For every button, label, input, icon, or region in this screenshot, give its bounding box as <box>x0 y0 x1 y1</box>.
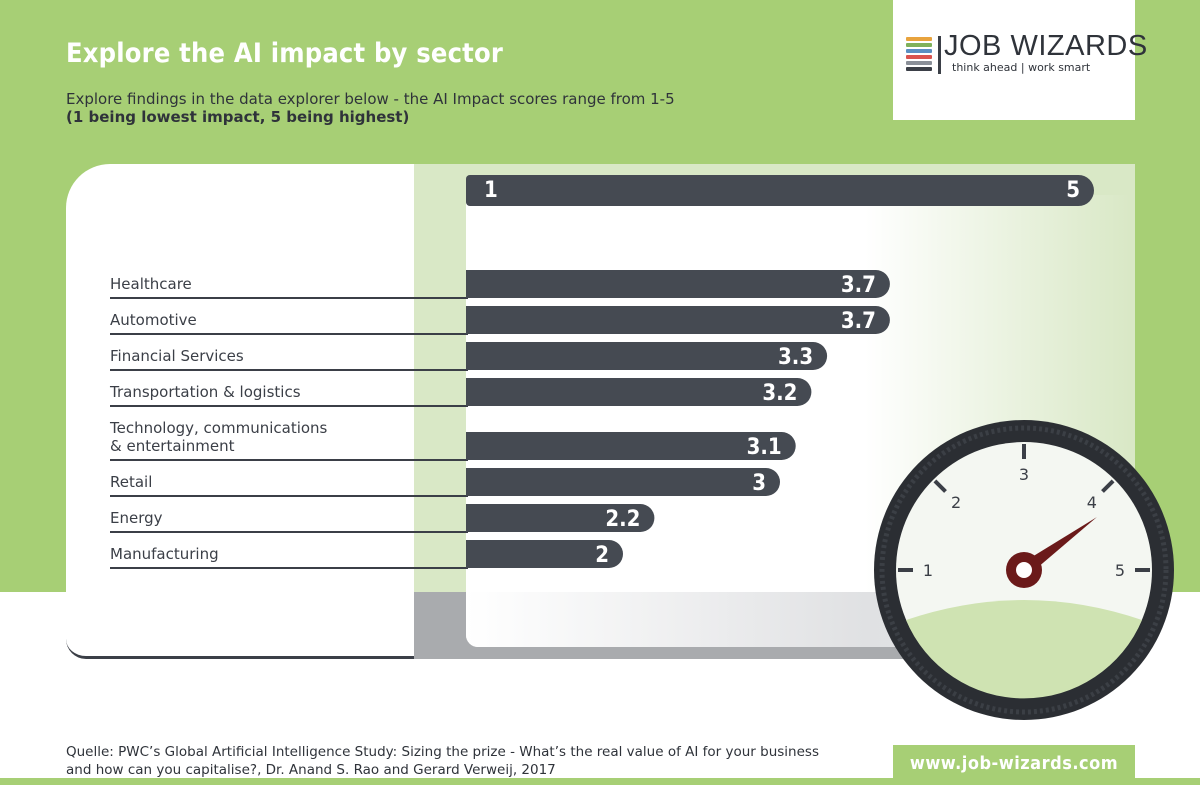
scale-min-label: 1 <box>484 178 498 203</box>
bar-base <box>466 270 482 298</box>
bar-base <box>466 378 482 406</box>
logo-stripe <box>906 49 932 53</box>
category-label: & entertainment <box>110 437 235 455</box>
page-title: Explore the AI impact by sector <box>66 38 504 69</box>
gauge-number: 3 <box>1019 465 1029 484</box>
bar <box>466 306 890 334</box>
value-label: 2 <box>595 543 609 568</box>
gauge-rim-texture <box>879 425 1169 715</box>
logo-stripe <box>906 55 932 59</box>
gauge-number: 1 <box>923 561 933 580</box>
gauge-lower-fill <box>906 600 1142 699</box>
subtitle-note: (1 being lowest impact, 5 being highest) <box>66 108 410 126</box>
logo-box <box>893 0 1135 120</box>
logo-stripe <box>906 43 932 47</box>
bar-base <box>466 540 482 568</box>
scale-bar: 1 5 <box>466 175 1094 206</box>
category-label: Financial Services <box>110 347 244 365</box>
bar <box>466 540 623 568</box>
category-panel <box>66 164 414 659</box>
bar-base <box>466 306 482 334</box>
bar <box>466 342 828 370</box>
value-label: 3.1 <box>747 435 782 460</box>
scale-max-label: 5 <box>1066 178 1080 203</box>
bar <box>466 270 890 298</box>
gauge-hub-center <box>1016 562 1032 578</box>
logo-stripe <box>906 61 932 65</box>
value-label: 2.2 <box>605 507 640 532</box>
bar-base <box>466 468 482 496</box>
source-line-2: and how can you capitalise?, Dr. Anand S… <box>66 762 556 778</box>
category-label: Energy <box>110 509 163 527</box>
logo-stripe <box>906 37 932 41</box>
gauge-tick <box>933 479 947 493</box>
logo-divider <box>938 36 941 74</box>
bar <box>466 378 812 406</box>
category-label: Manufacturing <box>110 545 219 563</box>
bar-base <box>466 504 482 532</box>
value-label: 3 <box>752 471 766 496</box>
source-line-1: Quelle: PWC’s Global Artificial Intellig… <box>66 744 819 760</box>
gauge-number: 5 <box>1115 561 1125 580</box>
logo-tagline: think ahead | work smart <box>952 61 1091 74</box>
category-label: Transportation & logistics <box>109 383 301 401</box>
category-label: Retail <box>110 473 152 491</box>
bottom-rule <box>0 778 1200 785</box>
gauge-number: 2 <box>951 493 961 512</box>
value-label: 3.2 <box>762 381 797 406</box>
bar <box>466 468 780 496</box>
logo-icon <box>906 37 932 73</box>
subtitle: Explore findings in the data explorer be… <box>66 90 675 108</box>
value-label: 3.7 <box>841 309 876 334</box>
gauge-tick <box>1101 479 1115 493</box>
logo-stripe <box>906 67 932 71</box>
bar-base <box>466 342 482 370</box>
category-label: Healthcare <box>110 275 192 293</box>
source-note: Quelle: PWC’s Global Artificial Intellig… <box>66 743 819 779</box>
logo-name: JOB WIZARDS <box>944 30 1148 62</box>
value-label: 3.3 <box>778 345 813 370</box>
bar-base <box>466 432 482 460</box>
website-link[interactable]: www.job-wizards.com <box>909 753 1119 774</box>
category-label: Automotive <box>110 311 197 329</box>
value-label: 3.7 <box>841 273 876 298</box>
category-label: Technology, communications <box>109 419 328 437</box>
url-box: www.job-wizards.com <box>893 745 1135 782</box>
bar <box>466 504 655 532</box>
gauge-number: 4 <box>1087 493 1097 512</box>
bar <box>466 432 796 460</box>
